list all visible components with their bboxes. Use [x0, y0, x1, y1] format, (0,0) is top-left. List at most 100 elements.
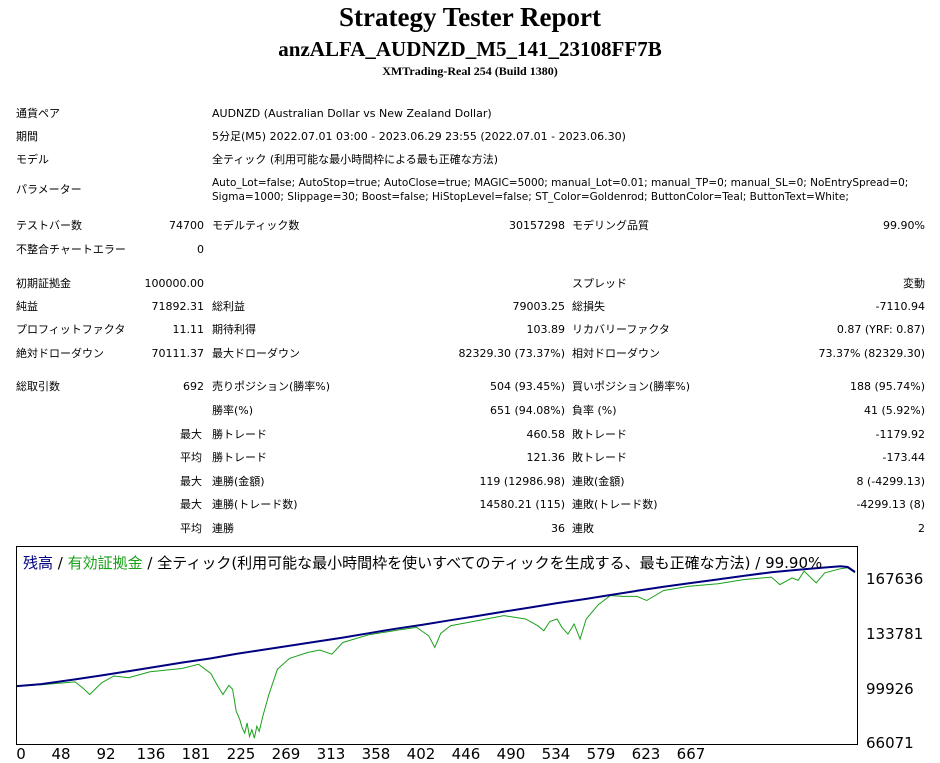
- gross-loss-label: 総損失: [572, 300, 605, 313]
- largest-label-3: 最大: [180, 498, 202, 511]
- legend-equity: 有効証拠金: [67, 554, 143, 572]
- spread-label: スプレッド: [572, 277, 627, 290]
- avg-consec-wins-value: 36: [551, 522, 565, 535]
- x-tick-label: 225: [226, 745, 256, 763]
- max-consec-profit-label: 連勝(トレード数): [212, 498, 298, 511]
- server-info: XMTrading-Real 254 (Build 1380): [382, 64, 558, 78]
- average-loss-value: -173.44: [882, 451, 925, 464]
- symbol-value: AUDNZD (Australian Dollar vs New Zealand…: [212, 107, 492, 120]
- loss-rate-value: 41 (5.92%): [863, 404, 925, 417]
- maximal-drawdown-label: 最大ドローダウン: [212, 347, 300, 360]
- balance-chart: 残高 / 有効証拠金 / 全ティック(利用可能な最小時間枠を使いすべてのティック…: [16, 546, 858, 745]
- relative-drawdown-value: 73.37% (82329.30): [818, 347, 925, 360]
- chart-plot: [17, 565, 856, 739]
- avg-consec-wins-label: 連勝: [212, 522, 234, 535]
- deposit-value: 100000.00: [144, 277, 205, 290]
- average-loss-label: 敗トレード: [572, 451, 627, 464]
- max-consec-wins-value: 119 (12986.98): [479, 475, 565, 488]
- largest-loss-label: 敗トレード: [572, 428, 627, 441]
- balance-line: [17, 565, 856, 688]
- ticks-label: モデルティック数: [212, 219, 300, 232]
- quality-value: 99.90%: [883, 219, 925, 232]
- expected-payoff-label: 期待利得: [212, 323, 256, 336]
- bars-label: テストバー数: [16, 219, 82, 232]
- model-label: モデル: [16, 153, 49, 166]
- absolute-drawdown-value: 70111.37: [151, 347, 205, 360]
- average-label-2: 平均: [180, 522, 202, 535]
- largest-loss-value: -1179.92: [875, 428, 925, 441]
- net-profit-value: 71892.31: [151, 300, 205, 313]
- params-label: パラメーター: [16, 183, 82, 196]
- maximal-drawdown-value: 82329.30 (73.37%): [458, 347, 565, 360]
- total-trades-value: 692: [183, 380, 204, 393]
- gross-loss-value: -7110.94: [875, 300, 925, 313]
- mismatch-label: 不整合チャートエラー: [16, 243, 126, 256]
- x-tick-label: 92: [96, 745, 116, 763]
- quality-label: モデリング品質: [572, 219, 649, 232]
- y-tick-label: 99926: [866, 680, 914, 698]
- largest-label-2: 最大: [180, 475, 202, 488]
- y-tick-label: 133781: [866, 625, 924, 643]
- absolute-drawdown-label: 絶対ドローダウン: [16, 347, 104, 360]
- largest-label: 最大: [180, 428, 202, 441]
- params-line-2: Sigma=1000; Slippage=30; Boost=false; Hi…: [212, 191, 849, 203]
- x-tick-label: 446: [451, 745, 481, 763]
- max-consec-profit-value: 14580.21 (115): [479, 498, 565, 511]
- y-tick-label: 66071: [866, 734, 914, 752]
- average-label: 平均: [180, 451, 202, 464]
- legend-description: / 全ティック(利用可能な最小時間枠を使いすべてのティックを生成する、最も正確な…: [142, 554, 823, 572]
- average-win-label: 勝トレード: [212, 451, 267, 464]
- bars-value: 74700: [169, 219, 204, 232]
- expected-payoff-value: 103.89: [526, 323, 566, 336]
- x-tick-label: 534: [541, 745, 571, 763]
- net-profit-label: 純益: [16, 300, 38, 313]
- legend-balance: 残高: [23, 554, 54, 572]
- win-rate-label: 勝率(%): [212, 404, 254, 417]
- short-positions-label: 売りポジション(勝率%): [212, 380, 331, 393]
- model-value: 全ティック (利用可能な最小時間枠による最も正確な方法): [212, 153, 499, 166]
- avg-consec-losses-value: 2: [918, 522, 925, 535]
- largest-win-label: 勝トレード: [212, 428, 267, 441]
- total-trades-label: 総取引数: [16, 380, 60, 393]
- y-tick-label: 167636: [866, 570, 924, 588]
- recovery-factor-label: リカバリーファクタ: [572, 323, 670, 336]
- max-consec-wins-label: 連勝(金額): [212, 475, 265, 488]
- mismatch-value: 0: [197, 243, 204, 256]
- largest-win-value: 460.58: [526, 428, 566, 441]
- equity-line: [17, 567, 856, 739]
- params-line-1: Auto_Lot=false; AutoStop=true; AutoClose…: [212, 177, 909, 189]
- symbol-label: 通貨ペア: [16, 107, 60, 120]
- x-tick-label: 623: [631, 745, 661, 763]
- x-tick-label: 313: [316, 745, 346, 763]
- chart-legend: 残高 / 有効証拠金 / 全ティック(利用可能な最小時間枠を使いすべてのティック…: [23, 552, 822, 573]
- period-label: 期間: [16, 130, 38, 143]
- max-consec-losses-label: 連敗(金額): [572, 475, 625, 488]
- average-win-value: 121.36: [526, 451, 566, 464]
- win-rate-value: 651 (94.08%): [489, 404, 565, 417]
- avg-consec-losses-label: 連敗: [572, 522, 594, 535]
- x-tick-label: 181: [181, 745, 211, 763]
- long-positions-label: 買いポジション(勝率%): [572, 380, 691, 393]
- period-value: 5分足(M5) 2022.07.01 03:00 - 2023.06.29 23…: [212, 130, 626, 143]
- max-consec-losses-value: 8 (-4299.13): [856, 475, 925, 488]
- spread-value: 変動: [903, 277, 925, 290]
- x-tick-label: 269: [271, 745, 301, 763]
- gross-profit-label: 総利益: [212, 300, 245, 313]
- x-tick-label: 136: [136, 745, 166, 763]
- report-title: Strategy Tester Report: [339, 2, 601, 32]
- long-positions-value: 188 (95.74%): [849, 380, 925, 393]
- max-consec-loss-amount-label: 連敗(トレード数): [572, 498, 658, 511]
- report-subtitle: anzALFA_AUDNZD_M5_141_23108FF7B: [278, 37, 662, 61]
- x-tick-label: 358: [361, 745, 391, 763]
- x-tick-label: 0: [16, 745, 26, 763]
- x-tick-label: 48: [51, 745, 71, 763]
- relative-drawdown-label: 相対ドローダウン: [572, 347, 660, 360]
- x-tick-label: 402: [406, 745, 436, 763]
- max-consec-loss-amount-value: -4299.13 (8): [856, 498, 925, 511]
- x-tick-label: 490: [496, 745, 526, 763]
- legend-separator: /: [53, 554, 68, 572]
- recovery-factor-value: 0.87 (YRF: 0.87): [836, 323, 925, 336]
- x-tick-label: 667: [676, 745, 706, 763]
- profit-factor-value: 11.11: [172, 323, 205, 336]
- deposit-label: 初期証拠金: [16, 277, 71, 290]
